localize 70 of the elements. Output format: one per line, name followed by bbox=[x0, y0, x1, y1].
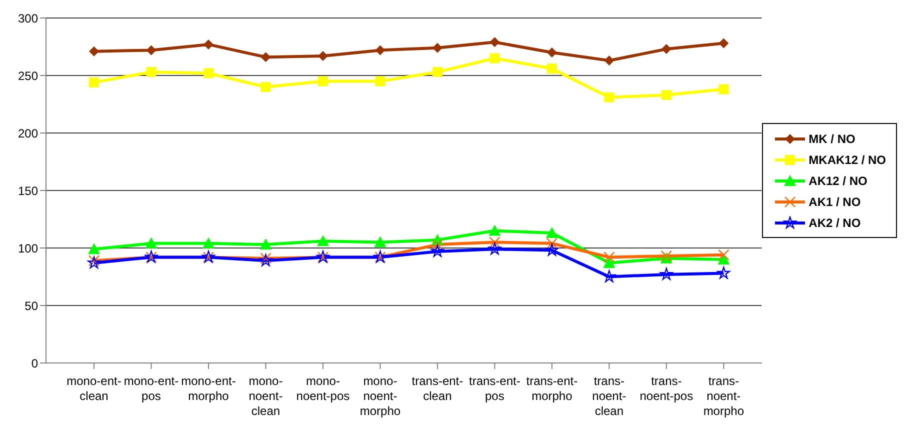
point bbox=[260, 52, 271, 62]
point bbox=[203, 39, 214, 50]
point bbox=[145, 237, 158, 248]
x-tick-label: trans-noent-morpho bbox=[703, 374, 744, 418]
x-tick-label: trans-noent-clean bbox=[592, 374, 626, 418]
point bbox=[375, 76, 386, 86]
x-tick-label: mono-ent-pos bbox=[124, 374, 179, 403]
point bbox=[546, 238, 558, 249]
point bbox=[604, 252, 615, 263]
x-tick-label: mono-noent-clean bbox=[248, 374, 283, 418]
point bbox=[260, 238, 272, 250]
point bbox=[660, 268, 673, 280]
point bbox=[375, 45, 386, 56]
point bbox=[603, 256, 616, 268]
legend-label: AK1 / NO bbox=[808, 194, 861, 208]
y-tick-label: 300 bbox=[18, 11, 38, 26]
point bbox=[318, 76, 328, 86]
x-tick-label: mono-noent-morpho bbox=[360, 374, 401, 418]
x-tick-label: trans-ent-morpho bbox=[526, 374, 578, 403]
point bbox=[546, 64, 557, 74]
point bbox=[546, 244, 558, 256]
point bbox=[260, 82, 271, 92]
point bbox=[718, 249, 730, 260]
legend-label: AK2 / NO bbox=[808, 216, 861, 230]
y-tick-label: 100 bbox=[18, 241, 38, 256]
x-tick-label: trans-ent-clean bbox=[412, 374, 464, 403]
y-tick-label: 0 bbox=[31, 356, 38, 370]
point bbox=[546, 227, 558, 238]
legend-label: AK12 / NO bbox=[808, 174, 868, 188]
x-tick-label: trans-ent-pos bbox=[469, 374, 520, 403]
legend-label: MK / NO bbox=[808, 132, 856, 146]
point bbox=[431, 244, 444, 257]
point bbox=[89, 77, 99, 88]
y-tick-label: 200 bbox=[18, 126, 38, 140]
point bbox=[432, 42, 442, 53]
point bbox=[604, 92, 614, 102]
x-tick-label: mono-ent-clean bbox=[66, 374, 122, 403]
point bbox=[432, 67, 442, 78]
y-tick-label: 250 bbox=[18, 68, 38, 83]
point bbox=[146, 45, 156, 56]
point bbox=[546, 48, 557, 58]
y-tick-label: 50 bbox=[24, 298, 38, 313]
point bbox=[604, 56, 614, 66]
point bbox=[318, 50, 328, 61]
x-tick-label: mono-noent-pos bbox=[296, 374, 350, 403]
point bbox=[490, 37, 500, 48]
x-tick-label: trans-noent-pos bbox=[640, 374, 694, 403]
x-tick-label: mono-ent-morpho bbox=[181, 374, 236, 403]
point bbox=[717, 266, 730, 279]
point bbox=[718, 38, 729, 48]
point bbox=[88, 243, 100, 254]
point bbox=[488, 224, 501, 236]
point bbox=[661, 90, 672, 100]
point bbox=[661, 44, 672, 54]
point bbox=[718, 84, 729, 94]
point bbox=[432, 238, 444, 250]
point bbox=[146, 67, 156, 78]
y-tick-label: 150 bbox=[18, 184, 38, 198]
point bbox=[202, 237, 214, 248]
point bbox=[490, 53, 500, 64]
point bbox=[316, 235, 329, 246]
legend-label: MKAK12 / NO bbox=[808, 152, 886, 166]
point bbox=[718, 254, 730, 264]
point bbox=[374, 236, 386, 248]
point bbox=[489, 236, 500, 248]
point bbox=[259, 254, 272, 266]
point bbox=[203, 68, 214, 78]
point bbox=[602, 270, 616, 282]
point bbox=[488, 242, 501, 255]
point bbox=[89, 46, 99, 56]
